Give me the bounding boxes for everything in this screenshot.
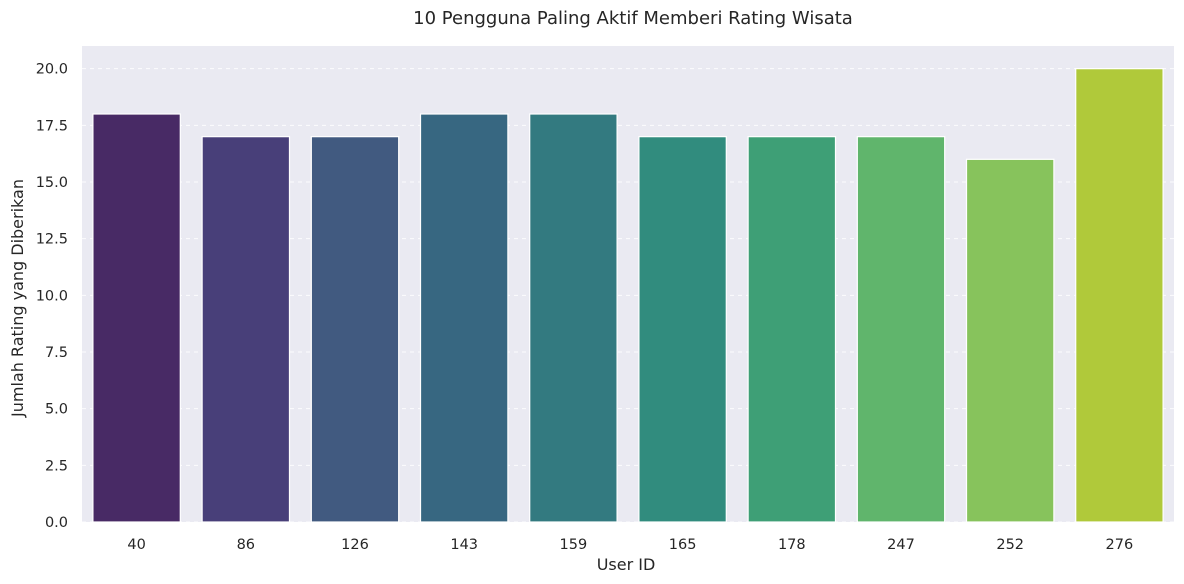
bar-user-252	[965, 158, 1055, 523]
x-tick-label: 159	[560, 537, 588, 553]
x-tick-label: 247	[887, 537, 915, 553]
bar-user-126	[310, 136, 400, 523]
y-tick-label: 10.0	[36, 288, 68, 304]
x-tick-label: 143	[450, 537, 478, 553]
y-tick-label: 7.5	[45, 345, 68, 361]
x-tick-label: 86	[237, 537, 255, 553]
y-tick-label: 15.0	[36, 175, 68, 191]
x-tick-label: 178	[778, 537, 806, 553]
y-tick-labels: 0.0 2.5 5.0 7.5 10.0 12.5 15.0 17.5 20.0	[36, 62, 68, 531]
bar-user-159	[529, 113, 618, 523]
y-tick-label: 0.0	[45, 515, 68, 531]
y-tick-label: 2.5	[45, 458, 68, 474]
y-axis-label: Jumlah Rating yang Diberikan	[8, 179, 27, 418]
bar-user-276	[1075, 68, 1164, 523]
bar-user-165	[638, 136, 727, 523]
x-tick-label: 165	[669, 537, 697, 553]
x-tick-label: 252	[996, 537, 1024, 553]
bar-user-247	[856, 136, 946, 523]
x-tick-label: 126	[341, 537, 369, 553]
bar-user-40	[92, 113, 181, 523]
bar-user-143	[419, 113, 509, 523]
grid-lines	[82, 68, 1174, 523]
bar-user-178	[747, 136, 837, 523]
y-tick-label: 17.5	[36, 118, 68, 134]
y-tick-label: 5.0	[45, 402, 68, 418]
chart-title: 10 Pengguna Paling Aktif Memberi Rating …	[413, 8, 853, 29]
x-axis-label: User ID	[597, 555, 656, 574]
y-tick-label: 20.0	[36, 62, 68, 78]
x-tick-label: 276	[1106, 537, 1134, 553]
bar-user-86	[201, 136, 291, 523]
bars	[92, 68, 1164, 523]
x-tick-label: 40	[127, 537, 145, 553]
y-tick-label: 12.5	[36, 232, 68, 248]
x-tick-labels: 40 86 126 143 159 165 178 247 252 276	[127, 537, 1133, 553]
